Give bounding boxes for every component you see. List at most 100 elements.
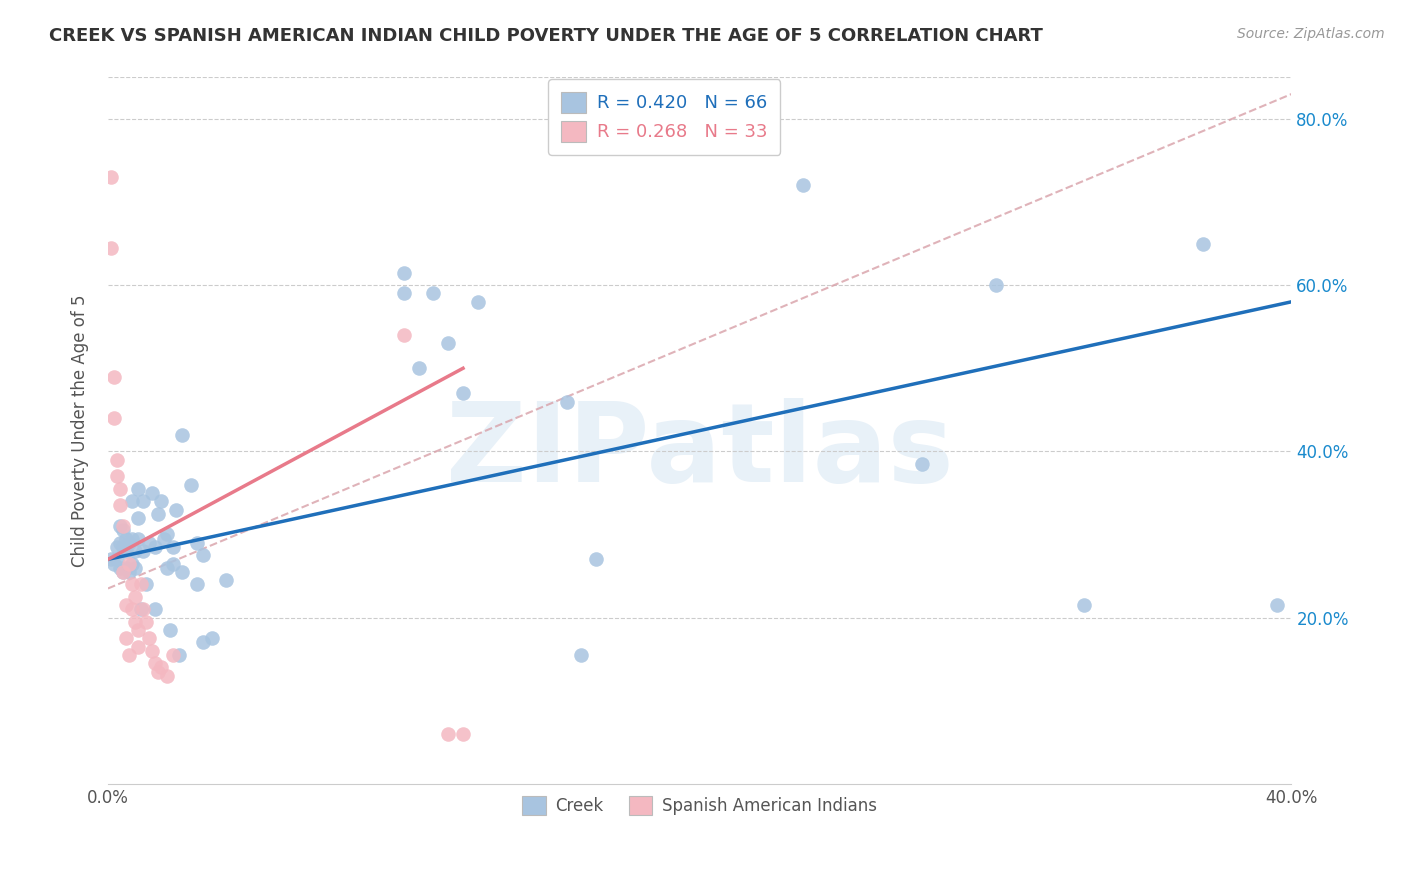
Legend: Creek, Spanish American Indians: Creek, Spanish American Indians	[512, 786, 887, 825]
Point	[121, 577, 143, 591]
Point	[1265, 598, 1288, 612]
Point	[103, 557, 125, 571]
Point	[124, 544, 146, 558]
Point	[127, 623, 149, 637]
Point	[186, 535, 208, 549]
Point	[108, 535, 131, 549]
Point	[138, 632, 160, 646]
Y-axis label: Child Poverty Under the Age of 5: Child Poverty Under the Age of 5	[72, 294, 89, 566]
Point	[159, 623, 181, 637]
Point	[118, 565, 141, 579]
Point	[156, 560, 179, 574]
Point	[100, 241, 122, 255]
Point	[118, 535, 141, 549]
Point	[792, 178, 814, 193]
Point	[124, 615, 146, 629]
Point	[392, 266, 415, 280]
Point	[127, 482, 149, 496]
Point	[186, 577, 208, 591]
Point	[127, 532, 149, 546]
Point	[555, 394, 578, 409]
Point	[141, 644, 163, 658]
Point	[162, 557, 184, 571]
Point	[984, 278, 1007, 293]
Point	[132, 602, 155, 616]
Point	[121, 494, 143, 508]
Point	[392, 328, 415, 343]
Point	[148, 665, 170, 679]
Point	[585, 552, 607, 566]
Point	[118, 557, 141, 571]
Point	[437, 336, 460, 351]
Point	[162, 648, 184, 662]
Point	[910, 457, 932, 471]
Point	[165, 502, 187, 516]
Point	[141, 486, 163, 500]
Point	[121, 532, 143, 546]
Point	[105, 540, 128, 554]
Point	[108, 560, 131, 574]
Point	[121, 602, 143, 616]
Point	[150, 494, 173, 508]
Point	[111, 524, 134, 538]
Point	[148, 507, 170, 521]
Point	[143, 602, 166, 616]
Point	[135, 577, 157, 591]
Point	[143, 657, 166, 671]
Point	[129, 602, 152, 616]
Point	[108, 519, 131, 533]
Point	[132, 494, 155, 508]
Point	[180, 477, 202, 491]
Point	[103, 369, 125, 384]
Point	[200, 632, 222, 646]
Text: CREEK VS SPANISH AMERICAN INDIAN CHILD POVERTY UNDER THE AGE OF 5 CORRELATION CH: CREEK VS SPANISH AMERICAN INDIAN CHILD P…	[49, 27, 1043, 45]
Point	[392, 286, 415, 301]
Point	[114, 598, 136, 612]
Point	[121, 557, 143, 571]
Point	[100, 552, 122, 566]
Point	[191, 635, 214, 649]
Point	[451, 727, 474, 741]
Point	[114, 532, 136, 546]
Point	[162, 540, 184, 554]
Point	[100, 170, 122, 185]
Point	[135, 615, 157, 629]
Point	[156, 669, 179, 683]
Point	[437, 727, 460, 741]
Point	[114, 560, 136, 574]
Point	[111, 540, 134, 554]
Point	[124, 560, 146, 574]
Point	[111, 519, 134, 533]
Point	[118, 648, 141, 662]
Point	[129, 577, 152, 591]
Point	[127, 511, 149, 525]
Point	[108, 482, 131, 496]
Point	[114, 544, 136, 558]
Point	[467, 294, 489, 309]
Point	[408, 361, 430, 376]
Point	[103, 411, 125, 425]
Point	[124, 590, 146, 604]
Point	[569, 648, 592, 662]
Point	[153, 532, 176, 546]
Point	[1073, 598, 1095, 612]
Point	[111, 565, 134, 579]
Text: Source: ZipAtlas.com: Source: ZipAtlas.com	[1237, 27, 1385, 41]
Point	[127, 640, 149, 654]
Point	[143, 540, 166, 554]
Point	[138, 535, 160, 549]
Point	[105, 469, 128, 483]
Point	[156, 527, 179, 541]
Point	[170, 427, 193, 442]
Point	[108, 499, 131, 513]
Point	[422, 286, 444, 301]
Point	[114, 632, 136, 646]
Point	[132, 544, 155, 558]
Point	[105, 452, 128, 467]
Point	[451, 386, 474, 401]
Point	[105, 552, 128, 566]
Point	[1191, 236, 1213, 251]
Text: ZIPatlas: ZIPatlas	[446, 398, 953, 505]
Point	[111, 565, 134, 579]
Point	[215, 573, 238, 587]
